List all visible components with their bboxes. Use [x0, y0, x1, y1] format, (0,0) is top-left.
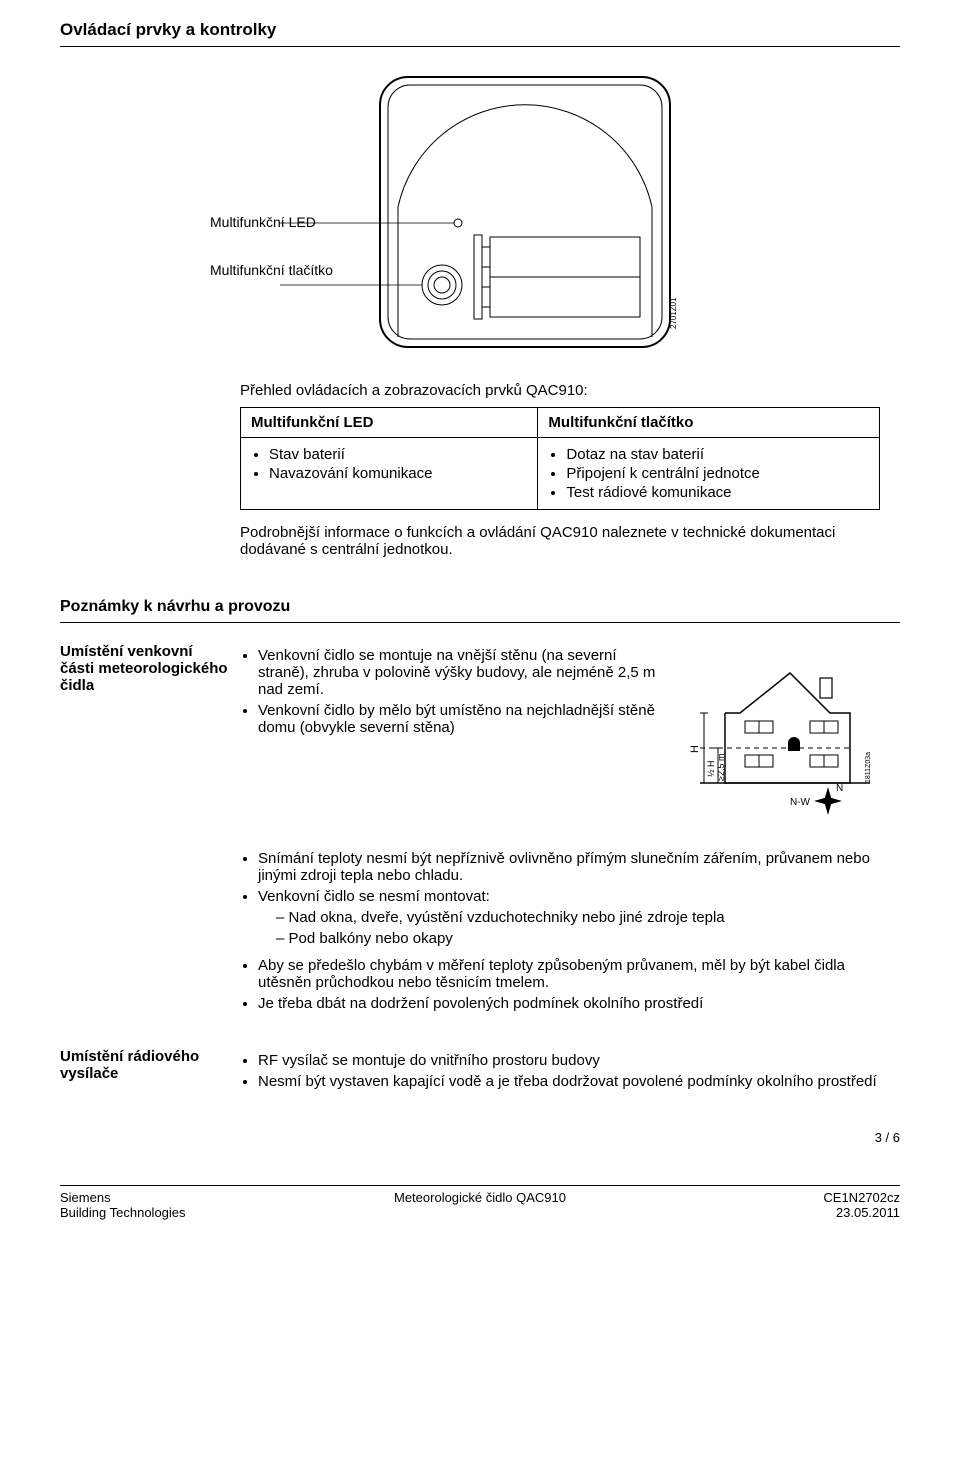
th-led: Multifunkční LED [241, 408, 538, 438]
page-number: 3 / 6 [60, 1130, 900, 1145]
footer-center: Meteorologické čidlo QAC910 [340, 1190, 620, 1205]
list-item: Stav baterií [269, 446, 527, 463]
svg-text:1811Z03a: 1811Z03a [865, 752, 872, 783]
list-item: Pod balkóny nebo okapy [276, 930, 900, 947]
svg-text:≥2,5 m: ≥2,5 m [716, 754, 726, 781]
list-item: Snímání teploty nesmí být nepříznivě ovl… [258, 850, 900, 884]
list-item: Venkovní čidlo by mělo být umístěno na n… [258, 702, 670, 736]
button-list: Dotaz na stav baterií Připojení k centrá… [548, 446, 869, 501]
led-list: Stav baterií Navazování komunikace [251, 446, 527, 482]
list-item: Připojení k centrální jednotce [566, 465, 869, 482]
rule [60, 46, 900, 47]
svg-text:N-W: N-W [790, 797, 811, 808]
footer: Siemens Building Technologies Meteorolog… [60, 1186, 900, 1220]
page-title: Ovládací prvky a kontrolky [60, 20, 900, 40]
list-item: Je třeba dbát na dodržení povolených pod… [258, 995, 900, 1012]
list-item: Nesmí být vystaven kapající vodě a je tř… [258, 1073, 900, 1090]
list-item: Venkovní čidlo se nesmí montovat: Nad ok… [258, 888, 900, 947]
footer-right-1: CE1N2702cz [620, 1190, 900, 1205]
svg-text:H: H [689, 745, 701, 753]
led-label-svg: Multifunkční LED [210, 214, 316, 230]
list-item: Dotaz na stav baterií [566, 446, 869, 463]
list-item: Nad okna, dveře, vyústění vzduchotechnik… [276, 909, 900, 926]
list-item: RF vysílač se montuje do vnitřního prost… [258, 1052, 900, 1069]
footer-left-2: Building Technologies [60, 1205, 340, 1220]
device-figure: 2701Z01 Multifunkční LED Multifunkční tl… [60, 67, 900, 362]
footer-left-1: Siemens [60, 1190, 340, 1205]
list-item: Venkovní čidlo se montuje na vnější stěn… [258, 647, 670, 698]
btn-label-svg: Multifunkční tlačítko [210, 262, 333, 278]
controls-table: Multifunkční LED Multifunkční tlačítko S… [240, 407, 880, 510]
rule [60, 622, 900, 623]
side-label-sensor: Umístění venkovní části meteorologického… [60, 643, 240, 694]
list-item: Navazování komunikace [269, 465, 527, 482]
svg-text:N: N [836, 783, 843, 794]
th-button: Multifunkční tlačítko [538, 408, 880, 438]
svg-text:½ H: ½ H [706, 760, 716, 777]
post-table-note: Podrobnější informace o funkcích a ovlád… [240, 524, 880, 558]
list-item: Test rádiové komunikace [566, 484, 869, 501]
section-design-notes: Poznámky k návrhu a provozu [60, 598, 900, 616]
house-figure: H ½ H ≥2,5 m N N-W 1811Z03a [670, 643, 880, 823]
list-item: Aby se předešlo chybám v měření teploty … [258, 957, 900, 991]
table-caption: Přehled ovládacích a zobrazovacích prvků… [240, 382, 900, 399]
figure-code: 2701Z01 [669, 297, 678, 329]
footer-right-2: 23.05.2011 [620, 1205, 900, 1220]
side-label-tx: Umístění rádiového vysílače [60, 1048, 240, 1082]
